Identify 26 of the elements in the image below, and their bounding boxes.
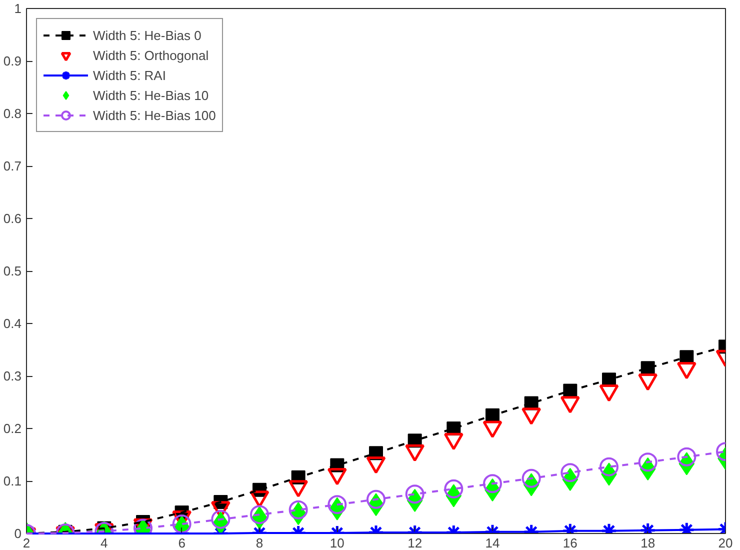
y-tick-label: 0.5 [3, 264, 22, 278]
y-tick-label: 1 [14, 1, 22, 16]
y-tick-label: 0.6 [3, 211, 22, 226]
x-tick-label: 16 [562, 536, 578, 550]
x-tick-label: 18 [640, 536, 656, 550]
x-tick-label: 8 [256, 536, 264, 550]
legend-label: Width 5: Orthogonal [93, 48, 209, 62]
y-tick-label: 0.3 [3, 368, 22, 384]
x-tick-label: 4 [100, 536, 108, 550]
legend-label: Width 5: RAI [93, 68, 166, 82]
y-tick-label: 0.4 [3, 316, 22, 331]
x-tick-label: 20 [718, 536, 733, 550]
x-tick-label: 10 [330, 536, 344, 550]
y-tick-label: 0 [14, 526, 22, 541]
x-tick-label: 6 [178, 536, 186, 550]
y-tick-label: 0.7 [3, 158, 22, 174]
x-tick-label: 14 [485, 536, 500, 550]
y-tick-label: 0.8 [3, 106, 22, 121]
y-tick-label: 0.9 [3, 54, 22, 68]
x-tick-label: 12 [408, 536, 422, 550]
legend-label: Width 5: He-Bias 0 [93, 28, 202, 42]
x-tick-label: 2 [22, 536, 30, 550]
legend-label: Width 5: He-Bias 10 [93, 88, 209, 102]
legend-label: Width 5: He-Bias 100 [93, 108, 216, 122]
y-tick-label: 0.1 [3, 474, 22, 488]
y-tick-label: 0.2 [3, 421, 22, 436]
